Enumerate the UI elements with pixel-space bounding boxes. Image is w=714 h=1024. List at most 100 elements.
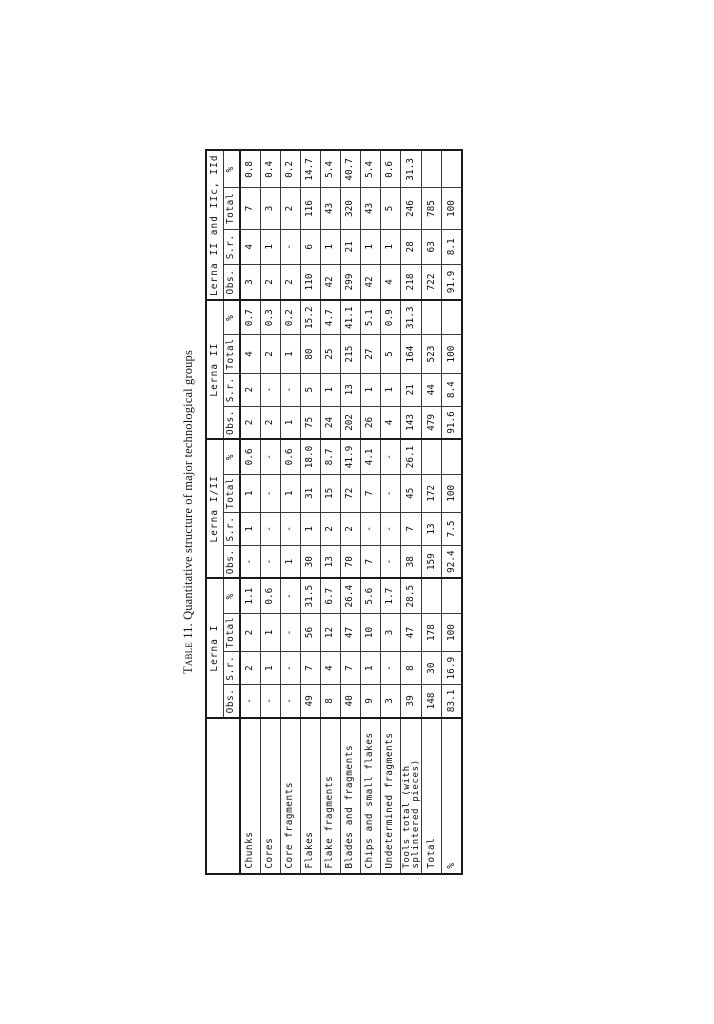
table-cell: 1 <box>280 545 300 579</box>
table-cell: 8 <box>400 651 422 685</box>
table-cell: 164 <box>400 334 422 374</box>
table-cell: 5.4 <box>360 150 380 188</box>
table-cell: 80 <box>300 334 320 374</box>
table-cell: 2 <box>280 187 300 230</box>
table-cell: 40 <box>340 684 360 718</box>
table-cell: 1.1 <box>240 578 260 614</box>
row-label: Chips and small flakes <box>360 717 380 874</box>
table-cell: 21 <box>340 229 360 265</box>
table-cell: 4 <box>240 229 260 265</box>
table-row: Flake fragments 8 4 12 6.7 13 2 15 8.7 24 1 25 4.7 42… <box>320 150 340 874</box>
table-cell: 320 <box>340 187 360 230</box>
table-cell: 100 <box>441 613 462 652</box>
table-cell: - <box>280 651 300 685</box>
table-caption: Table 11. Quantitative structure of majo… <box>181 350 196 674</box>
table-cell: 63 <box>421 229 442 265</box>
table-cell: 15 <box>320 474 340 513</box>
rotated-page-content: Table 11. Quantitative structure of majo… <box>181 42 533 982</box>
table-cell: 5 <box>380 334 400 374</box>
table-cell: 45 <box>400 474 422 513</box>
subheader-sr-lerna-ii-iic-iid: S.r. <box>223 229 240 265</box>
table-cell <box>441 299 462 335</box>
table-cell: 38 <box>400 545 422 579</box>
table-cell: 1 <box>280 334 300 374</box>
table-cell: 0.4 <box>260 150 280 188</box>
table-cell <box>441 150 462 188</box>
table-cell: - <box>280 613 300 652</box>
table-cell: 100 <box>441 187 462 230</box>
table-cell: 31.3 <box>400 150 422 188</box>
table-cell: 10 <box>360 613 380 652</box>
table-cell: 40.7 <box>340 150 360 188</box>
table-cell: 1 <box>360 229 380 265</box>
table-cell: 6 <box>300 229 320 265</box>
table-cell: 0.3 <box>260 299 280 335</box>
table-row: Blades and fragments 40 7 47 26.4 70 2 72 41.9 20… <box>340 150 360 874</box>
table-cell: 1 <box>260 651 280 685</box>
table-cell: - <box>380 651 400 685</box>
table-cell: 1 <box>240 474 260 513</box>
table-cell: 3 <box>380 684 400 718</box>
table-cell: 5 <box>300 373 320 407</box>
row-label: % <box>441 717 462 874</box>
table-cell: - <box>280 578 300 614</box>
table-cell: 178 <box>421 613 442 652</box>
table-cell: 39 <box>400 684 422 718</box>
table-cell: 2 <box>260 264 280 300</box>
group-header-lerna-i: Lerna I <box>206 578 223 718</box>
table-cell: 4.7 <box>320 299 340 335</box>
table-cell: 13 <box>320 545 340 579</box>
table-cell: - <box>260 474 280 513</box>
table-cell: 1 <box>380 373 400 407</box>
table-cell: 0.6 <box>240 439 260 475</box>
table-cell: - <box>240 545 260 579</box>
table-cell: 25 <box>320 334 340 374</box>
table-cell: 12 <box>320 613 340 652</box>
group-header-lerna-ii-and-iic-iid: Lerna II and IIc, IId <box>206 150 223 300</box>
table-cell: - <box>260 684 280 718</box>
table-row: Tools total (with splintered pieces) 39 8 47… <box>400 150 422 874</box>
subheader-pct-lerna-ii-iic-iid: % <box>223 150 240 188</box>
table-cell: 28 <box>400 229 422 265</box>
table-cell: 100 <box>441 334 462 374</box>
table-cell: 30 <box>421 651 442 685</box>
subheader-sr-lerna-ii: S.r. <box>223 373 240 407</box>
table-cell: 7 <box>400 512 422 546</box>
row-label: Blades and fragments <box>340 717 360 874</box>
row-label: Undetermined fragments <box>380 717 400 874</box>
table-cell: 2 <box>260 406 280 440</box>
subheader-obs-lerna-i-ii: Obs. <box>223 545 240 579</box>
subheader-pct-lerna-ii: % <box>223 299 240 335</box>
table-cell: 7.5 <box>441 512 462 546</box>
table-cell <box>421 578 442 614</box>
table-cell: 70 <box>340 545 360 579</box>
table-cell: 26.1 <box>400 439 422 475</box>
table-cell: - <box>380 439 400 475</box>
table-cell: 92.4 <box>441 545 462 579</box>
table-cell: 42 <box>360 264 380 300</box>
table-cell: - <box>280 684 300 718</box>
table-cell: 1 <box>360 651 380 685</box>
table-cell: 159 <box>421 545 442 579</box>
table-cell: 7 <box>360 545 380 579</box>
table-cell <box>421 439 442 475</box>
table-cell: 9 <box>360 684 380 718</box>
table-cell: 3 <box>240 264 260 300</box>
table-cell: - <box>260 545 280 579</box>
table-cell: 5 <box>380 187 400 230</box>
row-label: Tools total (with splintered pieces) <box>400 717 422 874</box>
table-cell: 31.5 <box>300 578 320 614</box>
table-cell: 2 <box>340 512 360 546</box>
corner-cell <box>206 717 240 874</box>
subheader-pct-lerna-i-ii: % <box>223 439 240 475</box>
table-cell: 15.2 <box>300 299 320 335</box>
table-cell: 13 <box>421 512 442 546</box>
table-cell: 6.7 <box>320 578 340 614</box>
table-cell: 2 <box>280 264 300 300</box>
table-cell: 0.9 <box>380 299 400 335</box>
table-cell: 14.7 <box>300 150 320 188</box>
table-row: Core fragments - - - -1-1 0.6 1-1 0.2 2-2 0.2 <box>280 150 300 874</box>
table-cell: 202 <box>340 406 360 440</box>
subheader-total-lerna-ii: Total <box>223 334 240 374</box>
table-cell: 91.9 <box>441 264 462 300</box>
